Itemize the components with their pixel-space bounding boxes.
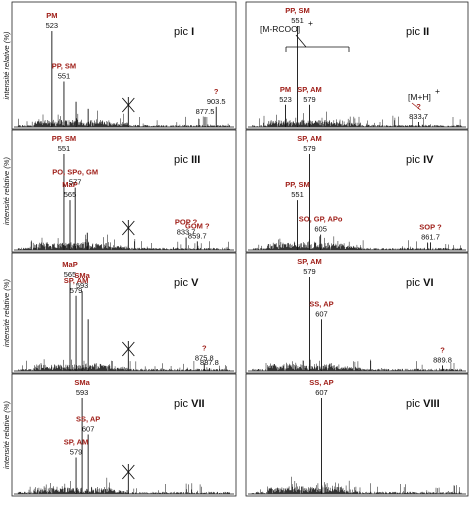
peak-assignment-label: PP, SM: [52, 134, 76, 143]
y-axis-label: intensité relative (%): [2, 401, 11, 469]
panel-frames: [11, 1, 469, 497]
panel-title: pic I: [174, 26, 194, 38]
peak-mz-label: 523: [279, 95, 292, 104]
y-axis-label: intensité relative (%): [2, 31, 11, 99]
peak-assignment-label: SS, AP: [76, 414, 100, 423]
excluded-peak-mark: [121, 464, 135, 480]
panel-title: pic II: [406, 26, 429, 38]
noise-trace: [251, 359, 462, 371]
peak-assignment-label: SMa: [74, 378, 90, 387]
panel-frame: [11, 129, 237, 253]
excluded-peak-mark: [121, 341, 135, 357]
peak-assignment-label: SP, AM: [297, 134, 322, 143]
peak-mz-label: 833.7: [177, 228, 196, 237]
peak-mz-label: 579: [303, 267, 316, 276]
peak-assignment-label: SP, AM: [297, 257, 322, 266]
peak-mz-label: 607: [82, 424, 95, 433]
panel-frame: [245, 252, 469, 374]
noise-trace: [251, 476, 462, 494]
peak-mz-label: 605: [314, 225, 327, 234]
panel-title: pic VIII: [406, 398, 440, 410]
peak-mz-label: 607: [315, 309, 328, 318]
peak-assignment-label: SOP ?: [419, 222, 442, 231]
peak-assignment-label: ?: [440, 345, 445, 354]
ion-annotation: [M+H]: [408, 92, 431, 102]
panel-title: pic IV: [406, 154, 434, 166]
peak-mz-label: 607: [315, 388, 328, 397]
noise-trace: [251, 111, 462, 127]
panel-frame: [11, 373, 237, 497]
annotations: intensité relative (%) intensité relative…: [2, 6, 452, 469]
peak-assignment-label: PO, SPo, GM: [52, 168, 98, 177]
peak-assignment-label: SO, GP, APo: [299, 215, 343, 224]
noise-trace: [17, 359, 230, 371]
peak-mz-label: 551: [58, 72, 71, 81]
peak-mz-label: 593: [76, 281, 89, 290]
noise-trace: [17, 477, 230, 494]
ion-charge: +: [308, 18, 313, 28]
peak-assignment-label: SS, AP: [309, 299, 333, 308]
peak-mz-label: 875.8: [195, 353, 214, 362]
peak-mz-label: 889.8: [433, 355, 452, 364]
peak-assignment-label: SMa: [74, 271, 90, 280]
ion-charge: +: [435, 86, 440, 96]
peak-assignment-label: PP, SM: [285, 6, 309, 15]
peak-assignment-label: ?: [416, 102, 421, 111]
peak-mz-label: 903.5: [207, 97, 226, 106]
peak-assignment-label: MaP: [62, 260, 77, 269]
peak-assignment-label: MaP: [62, 180, 77, 189]
peak-assignment-label: SS, AP: [309, 378, 333, 387]
noise-trace: [17, 110, 230, 127]
panel-frame: [11, 1, 237, 130]
peak-assignment-label: SP, AM: [64, 276, 89, 285]
peak-assignment-label: SP, AM: [64, 438, 89, 447]
panel-title: pic VI: [406, 277, 434, 289]
peak-mz-label: 579: [70, 448, 83, 457]
peak-assignment-label: SP, AM: [297, 85, 322, 94]
panel-frame: [245, 129, 469, 253]
panel-frame: [245, 1, 469, 130]
excluded-peak-mark: [121, 220, 135, 236]
peak-assignment-label: PM: [46, 11, 57, 20]
peak-assignment-label: POP ?: [175, 218, 198, 227]
y-axis-label: intensité relative (%): [2, 279, 11, 347]
peak-assignment-label: PM: [280, 85, 291, 94]
peak-mz-label: 551: [291, 16, 304, 25]
peak-mz-label: 551: [58, 144, 71, 153]
peak-mz-label: 579: [70, 286, 83, 295]
peak-mz-label: 861.7: [421, 232, 440, 241]
peak-mz-label: 565: [64, 190, 77, 199]
peak-lines: [51, 26, 443, 494]
peak-mz-label: 579: [303, 95, 316, 104]
peak-mz-label: 859.7: [188, 231, 207, 240]
noise-trace: [17, 234, 230, 250]
peak-mz-label: 877.5: [196, 107, 215, 116]
peak-mz-label: 565: [64, 270, 77, 279]
peak-mz-label: 551: [291, 190, 304, 199]
peak-mz-label: 523: [46, 21, 59, 30]
peak-mz-label: 579: [303, 144, 316, 153]
peak-assignment-label: PP, SM: [285, 180, 309, 189]
panel-title: pic VII: [174, 398, 205, 410]
peak-mz-label: 577: [69, 178, 82, 187]
leader-line: [411, 102, 421, 111]
panel-title: pic V: [174, 277, 199, 289]
panel-frame: [245, 373, 469, 497]
panel-frame: [11, 252, 237, 374]
y-axis-label: intensité relative (%): [2, 157, 11, 225]
peak-assignment-label: GOM ?: [185, 221, 210, 230]
noise-trace: [251, 236, 462, 250]
peak-mz-label: 887.8: [200, 358, 219, 367]
peak-assignment-label: ?: [202, 343, 207, 352]
ion-annotation: [M-RCOO]: [260, 24, 300, 34]
bracket: [295, 34, 307, 48]
peak-assignment-label: ?: [214, 87, 219, 96]
peak-mz-label: 593: [76, 388, 89, 397]
panel-title: pic III: [174, 154, 200, 166]
peak-assignment-label: PP, SM: [52, 62, 76, 71]
peak-mz-label: 833.7: [409, 112, 428, 121]
excluded-peak-mark: [121, 97, 135, 113]
baseline-noise: [14, 110, 466, 495]
